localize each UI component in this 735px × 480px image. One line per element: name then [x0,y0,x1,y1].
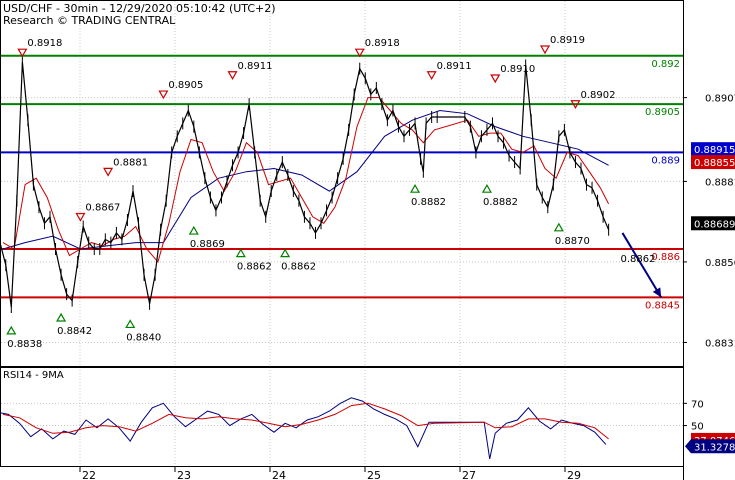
price-badge-label: 0.88855 [694,158,735,169]
y-tick-label: 0.8856 [705,258,735,269]
swing-high-label: 0.8867 [85,202,120,213]
level-label: 0.8905 [645,107,680,118]
rsi-y-tick-label: 70 [691,399,704,410]
x-tick-label: 22 [82,469,96,480]
price-badge [691,155,735,170]
swing-low-label: 0.8840 [126,332,161,343]
support-resistance-levels: 0.892 0.8905 0.889 0.886 0.8845 [1,54,683,311]
swing-low-label: 0.8870 [555,236,590,247]
swing-low-label: 0.8882 [483,197,518,208]
rsi-panel-group [0,397,609,460]
swing-markers-group: 0.8918 0.8867 0.8881 0.8905 0.8911 0.8918 0.89… [6,35,663,350]
swing-low-marker [481,183,492,193]
fast-ma-line [2,97,610,263]
projection-label: 0.8862 [620,254,655,265]
swing-high-label: 0.8918 [27,38,62,49]
swing-low-marker [553,222,564,232]
swing-high-label: 0.8911 [437,61,472,72]
x-tick-label: 23 [177,469,191,480]
price-series-group [0,56,610,314]
swing-low-marker [410,183,421,193]
chart-subtitle: Research © TRADING CENTRAL [3,14,176,27]
swing-low-marker [56,312,67,322]
swing-high-label: 0.8910 [500,64,535,75]
rsi-line [0,397,607,460]
swing-high-marker [490,74,501,84]
swing-high-marker [103,167,114,177]
swing-high-marker [539,45,551,55]
x-tick-label: 29 [567,469,581,480]
swing-low-marker [125,319,136,329]
swing-low-label: 0.8862 [281,262,316,273]
swing-high-marker [158,90,169,100]
swing-high-label: 0.8911 [238,61,273,72]
swing-high-marker [426,71,437,80]
swing-low-label: 0.8862 [237,262,272,273]
swing-low-marker [188,225,199,235]
swing-high-marker [354,48,365,58]
rsi-ma-line [2,402,609,440]
rsi-badge [685,439,735,454]
swing-high-label: 0.8919 [550,35,585,46]
swing-high-label: 0.8902 [580,90,615,101]
chart-title: USD/CHF - 30min - 12/29/2020 05:10:42 (U… [3,2,276,15]
level-label: 0.886 [651,252,680,263]
slow-ma-line [2,109,609,250]
price-badge-label: 0.88915 [694,145,735,156]
x-tick-label: 24 [272,469,286,480]
x-tick-label: 25 [367,469,381,480]
swing-low-marker [280,248,291,258]
rsi-badge-label: 31.3278 [694,442,735,453]
price-badge-label: 0.88689 [694,219,735,230]
projection-arrow [621,232,663,298]
y-tick-label: 0.8881 [705,177,735,188]
swing-high-marker [570,100,581,109]
rsi-title: RSI14 - 9MA [3,370,64,381]
swing-high-marker [227,71,238,80]
swing-low-label: 0.8842 [57,326,92,337]
swing-low-label: 0.8882 [411,197,446,208]
projection-arrowhead [652,287,662,298]
swing-high-label: 0.8881 [113,157,148,168]
level-label: 0.8845 [645,300,680,311]
swing-low-marker [235,248,246,258]
price-badge [691,216,735,231]
level-label: 0.892 [651,59,680,70]
level-label: 0.889 [651,155,680,166]
price-badge [691,142,735,157]
swing-high-marker [75,212,86,222]
rsi-y-tick-label: 50 [691,422,704,433]
swing-low-label: 0.8869 [190,239,225,250]
x-tick-label: 27 [462,469,476,480]
swing-low-label: 0.8838 [7,339,42,350]
swing-high-marker [17,48,28,58]
swing-low-marker [6,325,17,335]
swing-high-label: 0.8918 [365,38,400,49]
y-tick-label: 0.8831 [705,338,735,349]
y-tick-label: 0.8907 [705,94,735,105]
swing-high-label: 0.8905 [168,80,203,91]
price-line [0,62,610,308]
